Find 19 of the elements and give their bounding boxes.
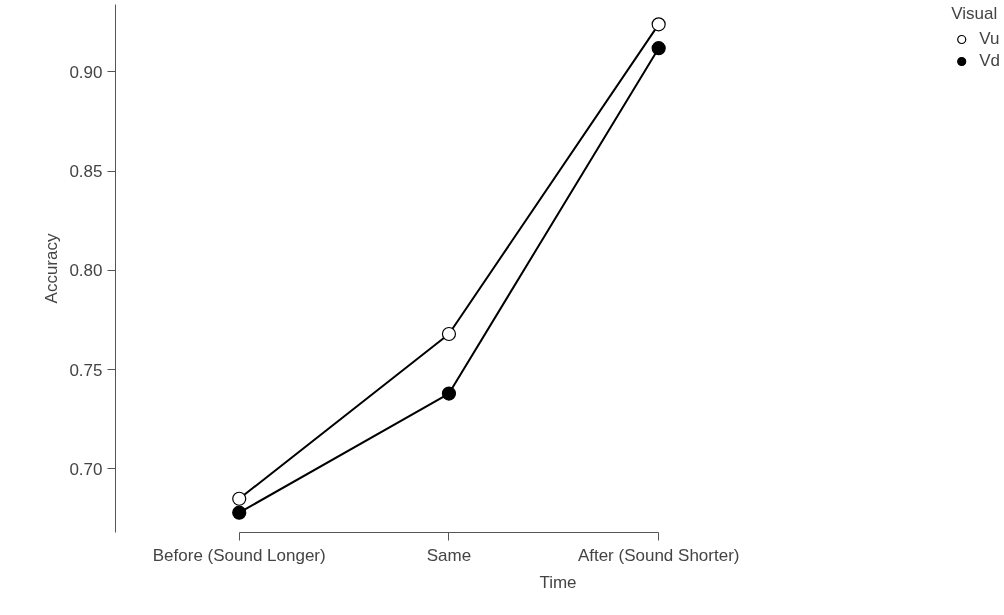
point — [441, 386, 457, 401]
x-tick-label: Before (Sound Longer) — [152, 545, 326, 565]
point — [232, 491, 247, 506]
y-tick-label: 0.90 — [69, 62, 103, 82]
x-tick-label: Same — [426, 545, 472, 565]
x-axis-title: Time — [539, 572, 577, 592]
legend-label: Vu — [979, 29, 1000, 49]
y-tick-label: 0.85 — [69, 162, 103, 182]
y-tick-label: 0.75 — [69, 360, 103, 380]
y-axis-title: Accuracy — [42, 233, 62, 304]
point — [232, 505, 247, 520]
y-tick-label: 0.70 — [69, 459, 103, 479]
legend-label: Vd — [979, 51, 1000, 71]
point — [441, 326, 457, 342]
point — [651, 17, 666, 32]
point — [651, 41, 666, 56]
y-tick-label: 0.80 — [69, 261, 103, 281]
x-tick-label: After (Sound Shorter) — [577, 545, 740, 565]
legend-title: Visual — [951, 4, 999, 24]
